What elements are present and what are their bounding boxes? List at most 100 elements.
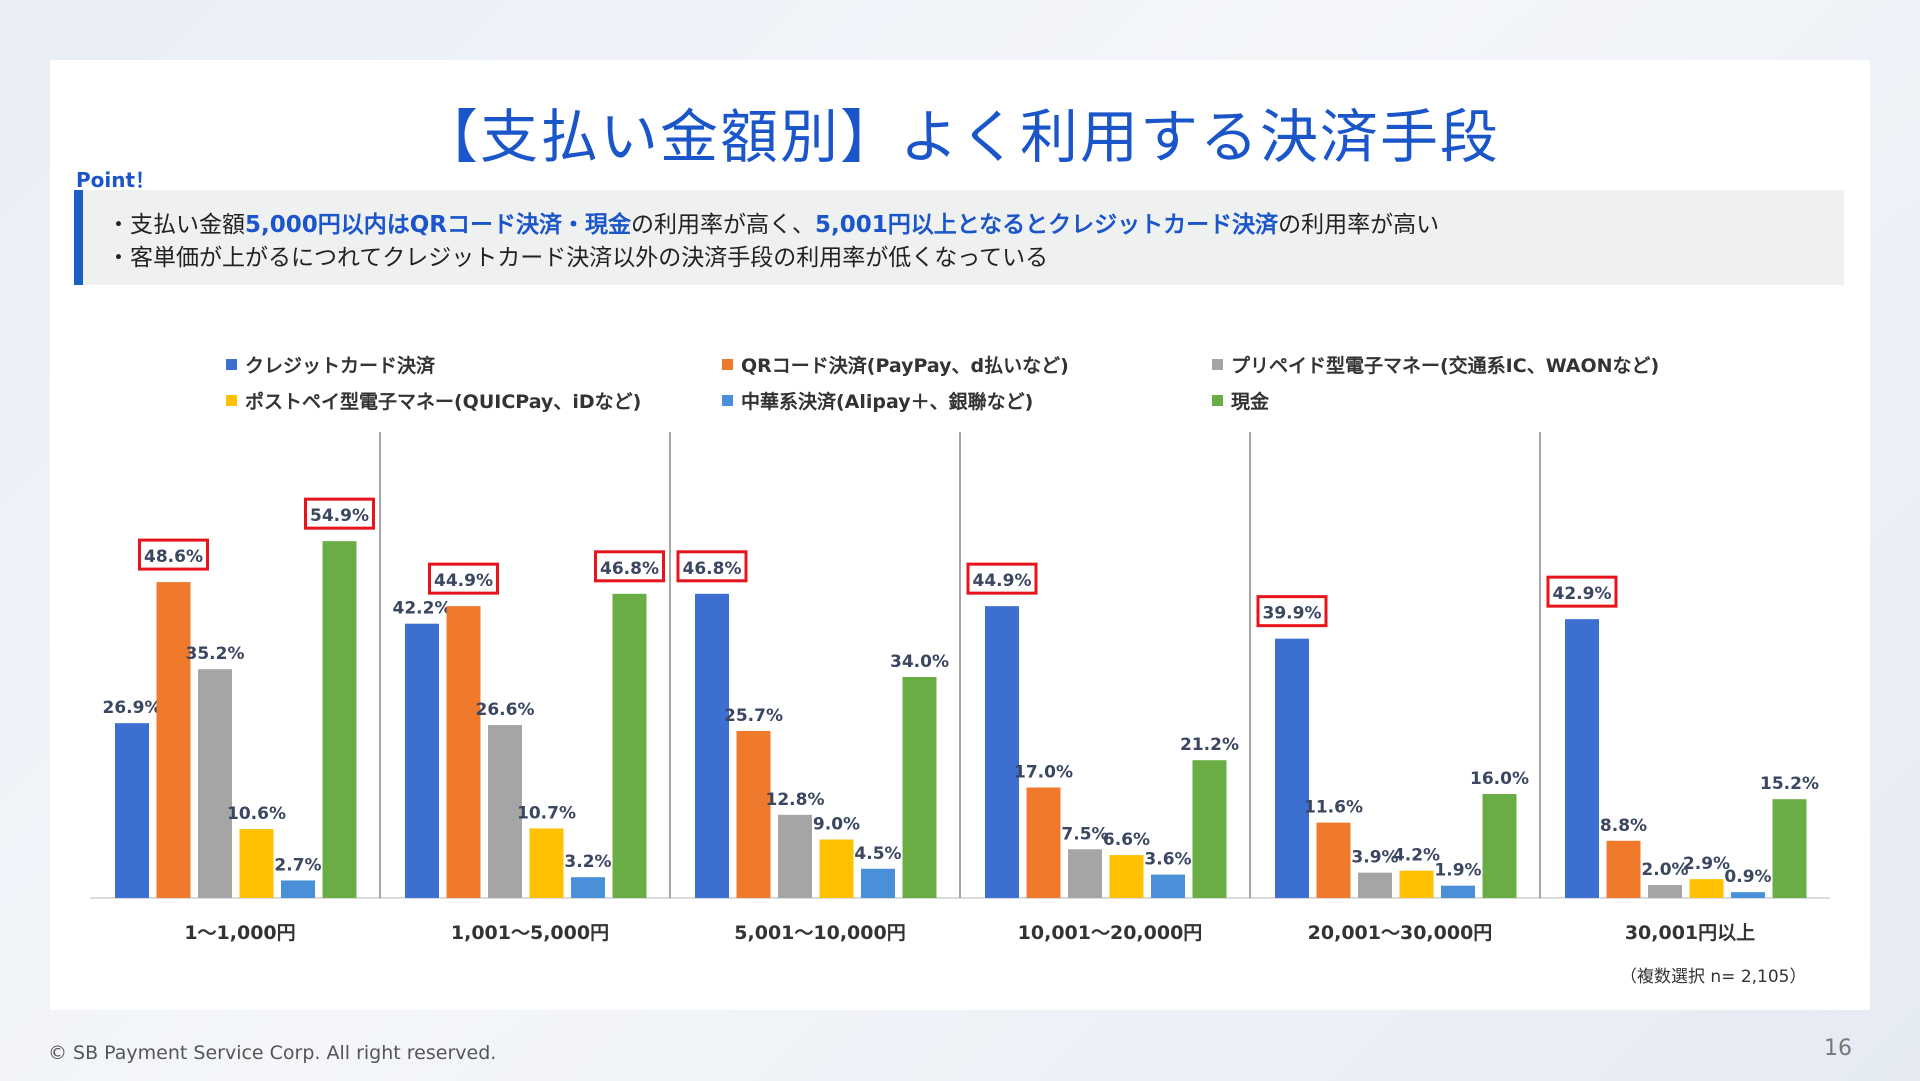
- bar: [198, 669, 232, 898]
- bar: [1399, 870, 1434, 898]
- legend-item: ポストペイ型電子マネー(QUICPay、iDなど): [226, 387, 641, 414]
- highlight-box: [428, 562, 499, 595]
- data-label: 2.7%: [274, 855, 321, 875]
- data-label: 16.0%: [1470, 769, 1529, 789]
- bar: [156, 582, 191, 898]
- legend-item: プリペイド型電子マネー(交通系IC、WAONなど): [1212, 351, 1659, 378]
- bar: [1565, 619, 1599, 898]
- data-label: 44.9%: [434, 571, 493, 591]
- highlight-box: [1546, 575, 1618, 608]
- bar: [322, 541, 357, 898]
- legend-item: QRコード決済(PayPay、d払いなど): [722, 351, 1069, 378]
- category-label: 1～1,000円: [184, 922, 295, 944]
- bar: [1151, 874, 1185, 898]
- bar: [778, 814, 812, 898]
- highlight-box: [1256, 595, 1328, 628]
- legend-item: クレジットカード決済: [226, 351, 435, 378]
- bar: [819, 839, 854, 898]
- highlight-box: [966, 562, 1038, 595]
- bar: [902, 677, 937, 898]
- point-highlight-text: 5,000円以内はQRコード決済・現金: [245, 212, 632, 238]
- category-label: 30,001円以上: [1625, 922, 1755, 944]
- category-label: 1,001～5,000円: [451, 922, 609, 944]
- highlight-box: [676, 550, 748, 583]
- bar: [1772, 799, 1807, 898]
- data-label: 7.5%: [1061, 824, 1108, 844]
- data-label: 10.6%: [227, 804, 286, 824]
- legend-swatch: [1212, 359, 1223, 370]
- data-label: 46.8%: [683, 559, 742, 579]
- bar: [1068, 849, 1102, 898]
- bar: [1275, 638, 1309, 898]
- data-label: 10.7%: [517, 803, 576, 823]
- data-label: 3.6%: [1144, 850, 1191, 870]
- bar: [861, 868, 895, 898]
- copyright-footer: © SB Payment Service Corp. All right res…: [48, 1042, 497, 1064]
- legend-item: 中華系決済(Alipay＋、銀聯など): [722, 387, 1033, 414]
- bar: [1026, 787, 1061, 898]
- data-label: 25.7%: [724, 706, 783, 726]
- bar: [1606, 840, 1641, 898]
- bar: [1192, 760, 1227, 898]
- data-label: 21.2%: [1180, 735, 1239, 755]
- bar: [488, 725, 522, 898]
- data-label: 26.9%: [103, 698, 162, 718]
- point-highlight-text: 5,001円以上となるとクレジットカード決済: [815, 212, 1279, 238]
- data-label: 0.9%: [1724, 867, 1771, 887]
- highlight-box: [138, 538, 209, 571]
- bar: [405, 623, 439, 898]
- data-label: 3.2%: [564, 852, 611, 872]
- data-label: 12.8%: [766, 790, 825, 810]
- data-label: 2.9%: [1683, 854, 1730, 874]
- legend-label: QRコード決済(PayPay、d払いなど): [741, 355, 1069, 377]
- bar: [529, 828, 564, 898]
- point-line-2: ・客単価が上がるにつれてクレジットカード決済以外の決済手段の利用率が低くなってい…: [107, 245, 1049, 271]
- data-label: 15.2%: [1760, 774, 1819, 794]
- data-label: 2.0%: [1641, 860, 1688, 880]
- highlight-box: [594, 550, 665, 583]
- point-text: の利用率が高い: [1278, 212, 1440, 238]
- bar: [1358, 872, 1392, 898]
- page-title: 【支払い金額別】よく利用する決済手段: [419, 103, 1500, 171]
- data-label: 1.9%: [1434, 861, 1481, 881]
- data-label: 6.6%: [1103, 830, 1150, 850]
- bar: [1482, 794, 1517, 898]
- data-label: 42.9%: [1553, 584, 1612, 604]
- legend-swatch: [722, 395, 733, 406]
- legend-swatch: [226, 395, 237, 406]
- bar: [1109, 855, 1144, 898]
- legend-label: プリペイド型電子マネー(交通系IC、WAONなど): [1231, 355, 1660, 377]
- highlight-box: [304, 497, 375, 530]
- bar: [446, 606, 481, 898]
- bar: [612, 593, 647, 898]
- bar: [1441, 885, 1475, 898]
- sample-note: （複数選択 n= 2,105）: [1620, 967, 1807, 987]
- bar: [695, 593, 729, 898]
- bar-chart: 26.9% 48.6% 35.2% 10.6% 2.7% 54.9% 1～1,000円 42.…: [90, 432, 1830, 944]
- data-label: 39.9%: [1263, 604, 1322, 624]
- legend-swatch: [722, 359, 733, 370]
- point-label: Point！: [76, 168, 156, 192]
- bar: [736, 730, 771, 898]
- data-label: 26.6%: [476, 700, 535, 720]
- bar: [1731, 892, 1765, 898]
- bar: [985, 606, 1019, 898]
- bar: [115, 723, 149, 898]
- point-box: ・支払い金額5,000円以内はQRコード決済・現金の利用率が高く、5,001円以…: [74, 190, 1844, 285]
- category-label: 20,001～30,000円: [1308, 922, 1493, 944]
- data-label: 17.0%: [1014, 763, 1073, 783]
- point-text: の利用率が高く、: [631, 212, 816, 238]
- data-label: 35.2%: [186, 644, 245, 664]
- legend-label: ポストペイ型電子マネー(QUICPay、iDなど): [245, 391, 642, 413]
- data-label: 48.6%: [144, 547, 203, 567]
- legend-swatch: [1212, 395, 1223, 406]
- data-label: 4.2%: [1393, 846, 1440, 866]
- category-label: 5,001～10,000円: [734, 922, 905, 944]
- legend-label: 中華系決済(Alipay＋、銀聯など): [741, 391, 1034, 413]
- point-text: ・支払い金額: [107, 212, 245, 238]
- data-label: 42.2%: [393, 599, 452, 619]
- data-label: 46.8%: [600, 559, 659, 579]
- data-label: 8.8%: [1600, 816, 1647, 836]
- bar: [1689, 879, 1724, 898]
- legend-label: クレジットカード決済: [245, 355, 436, 377]
